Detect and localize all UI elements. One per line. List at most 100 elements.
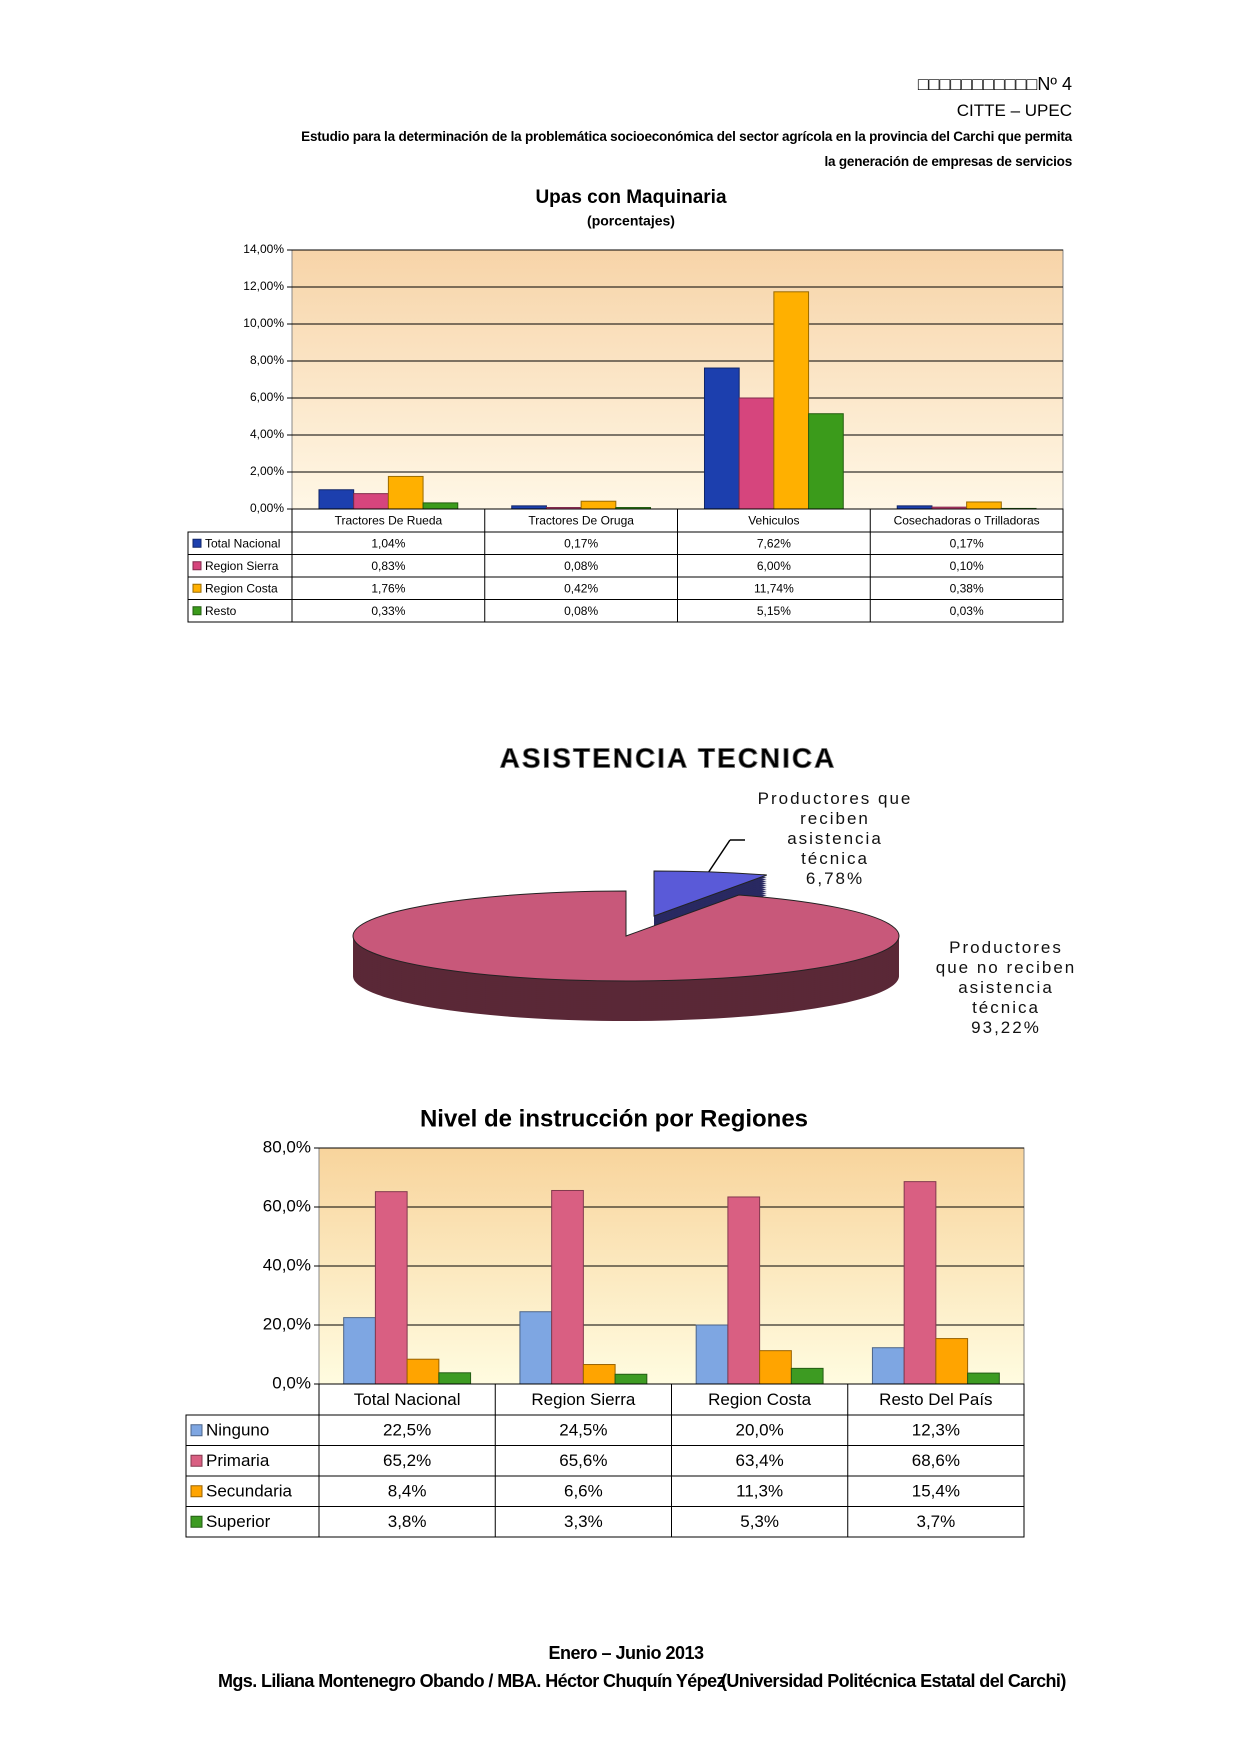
bar <box>519 1311 553 1385</box>
data-label: 65,6% <box>559 1451 607 1470</box>
legend-swatch <box>190 1485 203 1498</box>
bar <box>614 1373 648 1385</box>
bar <box>422 502 459 510</box>
bar <box>580 500 617 510</box>
slice-name: Productores que no reciben asistencia té… <box>935 938 1077 1017</box>
y-tick-label: 10,00% <box>243 316 284 330</box>
data-label: 3,7% <box>917 1512 956 1531</box>
legend-label: Region Costa <box>205 581 278 595</box>
footer-authors: Mgs. Liliana Montenegro Obando / MBA. Hé… <box>218 1671 725 1691</box>
y-tick-label: 20,0% <box>263 1314 311 1333</box>
bar <box>582 1364 616 1385</box>
pie-label: Productores que no reciben asistencia té… <box>931 938 1081 1038</box>
data-label: 22,5% <box>383 1421 431 1440</box>
data-label: 7,62% <box>757 536 791 550</box>
y-tick-label: 6,00% <box>250 390 284 404</box>
pie-slice <box>352 890 900 982</box>
data-label: 68,6% <box>912 1451 960 1470</box>
data-label: 6,00% <box>757 559 791 573</box>
bar <box>406 1358 440 1385</box>
data-label: 6,6% <box>564 1482 603 1501</box>
doc-number: □□□□□□□□□□□Nº 4 <box>917 74 1072 94</box>
data-label: 0,03% <box>950 604 984 618</box>
pie-slice <box>653 870 767 917</box>
leader-line <box>707 839 731 874</box>
data-label: 63,4% <box>736 1451 784 1470</box>
y-tick-label: 2,00% <box>250 464 284 478</box>
bar <box>790 1367 824 1385</box>
data-label: 0,08% <box>564 559 598 573</box>
legend-label: Superior <box>206 1512 271 1531</box>
y-tick-label: 0,0% <box>272 1373 311 1392</box>
pie-label: Productores que reciben asistencia técni… <box>750 789 920 889</box>
x-tick-label: Tractores De Rueda <box>335 514 443 528</box>
y-tick-label: 12,00% <box>243 279 284 293</box>
bar <box>695 1324 729 1385</box>
data-label: 0,42% <box>564 581 598 595</box>
study-title: Estudio para la determinación de la prob… <box>301 129 1072 144</box>
y-tick-label: 0,00% <box>250 501 284 515</box>
y-tick-label: 80,0% <box>263 1137 311 1156</box>
bar <box>387 475 424 510</box>
chart-title: Upas con Maquinaria <box>535 187 727 208</box>
x-tick-label: Region Sierra <box>531 1390 635 1409</box>
legend-swatch <box>192 583 202 593</box>
data-label: 11,74% <box>754 581 794 595</box>
slice-name: Productores que reciben asistencia técni… <box>757 789 913 868</box>
plot-area <box>291 249 1064 510</box>
data-label: 15,4% <box>912 1482 960 1501</box>
data-label: 24,5% <box>559 1421 607 1440</box>
data-label: 0,83% <box>371 559 405 573</box>
bar <box>374 1191 408 1385</box>
bar <box>343 1317 376 1385</box>
bar <box>727 1196 761 1385</box>
x-tick-label: Resto Del País <box>879 1390 992 1409</box>
y-tick-label: 4,00% <box>250 427 284 441</box>
legend-swatch <box>190 1515 203 1528</box>
legend-label: Total Nacional <box>205 536 280 550</box>
data-label: 11,3% <box>736 1482 783 1501</box>
legend-label: Primaria <box>206 1451 270 1470</box>
y-tick-label: 14,00% <box>243 242 284 256</box>
chart-subtitle: (porcentajes) <box>587 213 675 229</box>
bar <box>703 367 740 510</box>
legend-label: Resto <box>205 604 237 618</box>
y-tick-label: 8,00% <box>250 353 284 367</box>
data-label: 5,3% <box>740 1512 779 1531</box>
data-label: 8,4% <box>388 1482 427 1501</box>
bar <box>903 1181 937 1385</box>
bar <box>935 1338 969 1385</box>
legend-label: Ninguno <box>206 1421 269 1440</box>
legend-swatch <box>192 561 202 571</box>
org: CITTE – UPEC <box>956 101 1072 120</box>
chart-title: Nivel de instrucción por Regiones <box>420 1105 808 1132</box>
slice-value: 6,78% <box>805 869 865 888</box>
legend-swatch <box>190 1424 203 1437</box>
chart-title: ASISTENCIA TECNICA <box>500 742 837 773</box>
x-tick-label: Region Costa <box>708 1390 812 1409</box>
x-tick-label: Cosechadoras o Trilladoras <box>894 514 1040 528</box>
legend-label: Region Sierra <box>205 559 279 573</box>
data-label: 65,2% <box>383 1451 431 1470</box>
data-label: 0,17% <box>564 536 598 550</box>
bar <box>871 1347 905 1385</box>
data-label: 5,15% <box>757 604 791 618</box>
y-tick-label: 60,0% <box>263 1196 311 1215</box>
legend-label: Secundaria <box>206 1482 293 1501</box>
footer-period: Enero – Junio 2013 <box>548 1643 704 1663</box>
bar <box>773 291 810 510</box>
x-tick-label: Total Nacional <box>354 1390 461 1409</box>
bar <box>318 489 355 510</box>
footer-university: (Universidad Politécnica Estatal del Car… <box>721 1671 1066 1691</box>
data-label: 3,3% <box>564 1512 603 1531</box>
data-label: 0,17% <box>950 536 984 550</box>
bar <box>551 1189 584 1385</box>
data-label: 0,33% <box>371 604 405 618</box>
bar <box>966 501 1002 510</box>
data-label: 1,76% <box>371 581 405 595</box>
bar <box>967 1372 1000 1385</box>
legend-swatch <box>190 1454 203 1467</box>
y-tick-label: 40,0% <box>263 1255 311 1274</box>
